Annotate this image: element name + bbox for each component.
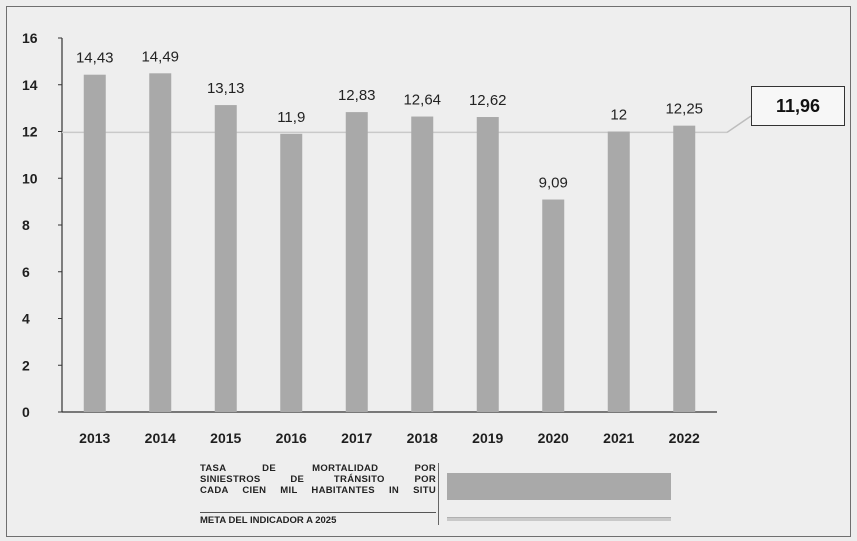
- bar: [673, 125, 696, 412]
- y-tick-label: 4: [22, 311, 30, 327]
- legend-divider: [438, 463, 439, 525]
- data-label: 12,62: [469, 92, 507, 109]
- data-label: 12,25: [665, 101, 703, 118]
- data-label: 9,09: [539, 175, 568, 192]
- y-tick-label: 14: [22, 77, 38, 93]
- bar: [607, 131, 630, 412]
- y-tick-label: 0: [22, 404, 30, 420]
- legend-separator: [200, 512, 436, 513]
- y-tick-label: 6: [22, 264, 30, 280]
- bar: [83, 74, 106, 412]
- x-tick-label: 2017: [341, 430, 372, 446]
- x-tick-label: 2019: [472, 430, 503, 446]
- y-tick-label: 12: [22, 124, 38, 140]
- legend-bar-label-line-2: SINIESTROS DE TRÁNSITO POR: [200, 474, 436, 485]
- legend-bar-label-line-3: CADA CIEN MIL HABITANTES IN SITU: [200, 485, 436, 496]
- legend-bar-swatch: [447, 473, 671, 500]
- data-label: 12,83: [338, 87, 376, 104]
- x-tick-label: 2020: [538, 430, 569, 446]
- data-label: 12: [610, 107, 627, 124]
- bar: [411, 116, 434, 412]
- data-label: 12,64: [403, 92, 441, 109]
- legend-target-swatch: [447, 517, 671, 521]
- x-tick-label: 2013: [79, 430, 110, 446]
- bar: [542, 199, 565, 412]
- legend: TASA DE MORTALIDAD POR SINIESTROS DE TRÁ…: [200, 463, 680, 526]
- x-tick-label: 2014: [145, 430, 176, 446]
- bar: [345, 112, 368, 412]
- x-tick-label: 2021: [603, 430, 634, 446]
- x-tick-label: 2018: [407, 430, 438, 446]
- data-label: 11,9: [277, 109, 305, 126]
- y-tick-label: 2: [22, 357, 30, 373]
- x-tick-label: 2015: [210, 430, 241, 446]
- x-tick-label: 2016: [276, 430, 307, 446]
- bar: [280, 133, 303, 412]
- target-value-label: 11,96: [775, 95, 821, 116]
- legend-bar-label: TASA DE MORTALIDAD POR SINIESTROS DE TRÁ…: [200, 463, 436, 496]
- x-tick-label: 2022: [669, 430, 700, 446]
- legend-target-label: META DEL INDICADOR A 2025: [200, 515, 337, 526]
- target-leader-line: [726, 115, 752, 134]
- legend-bar-label-line-1: TASA DE MORTALIDAD POR: [200, 463, 436, 474]
- y-tick-label: 10: [22, 170, 38, 186]
- target-value-callout: 11,96: [751, 86, 845, 126]
- data-label: 13,13: [207, 80, 245, 97]
- bar: [149, 73, 172, 412]
- data-label: 14,43: [76, 50, 114, 67]
- data-label: 14,49: [141, 48, 179, 65]
- y-tick-label: 16: [22, 30, 38, 46]
- bar: [476, 117, 499, 412]
- y-tick-label: 8: [22, 217, 30, 233]
- bar: [214, 105, 237, 413]
